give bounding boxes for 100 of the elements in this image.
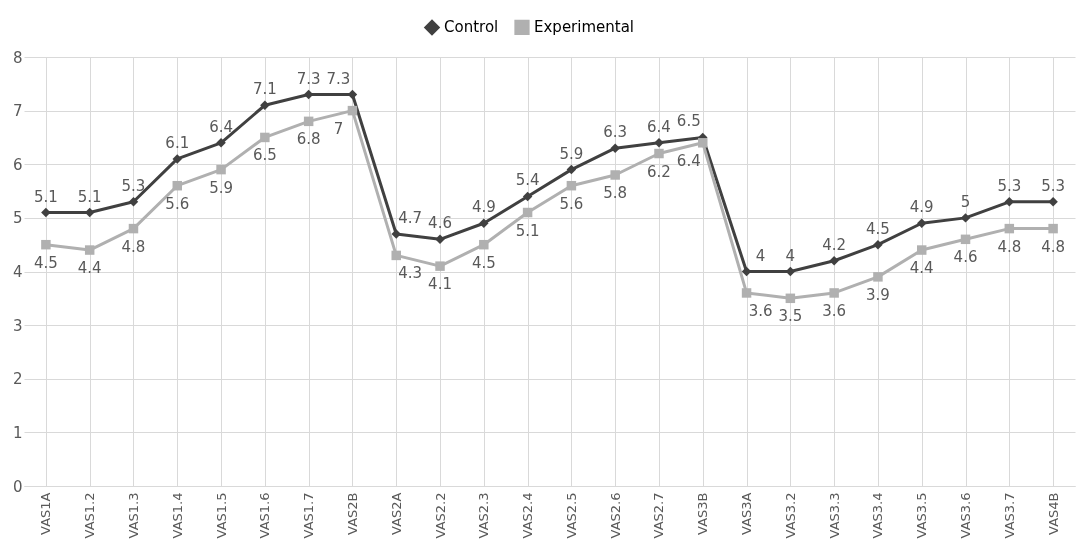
data-label: 7.3 — [326, 69, 351, 88]
x-tick-label: VAS3B — [695, 492, 711, 535]
point — [829, 256, 839, 266]
data-label: 4.6 — [953, 248, 978, 267]
data-label: 4.5 — [471, 253, 496, 272]
data-label: 4.8 — [121, 237, 146, 256]
point — [960, 234, 971, 245]
data-label: 4.4 — [77, 259, 102, 278]
x-tick-label: VAS3.4 — [870, 492, 886, 539]
point — [654, 148, 664, 159]
data-label: 4.1 — [428, 275, 452, 294]
y-tick-label: 7 — [12, 102, 23, 121]
x-tick-label: VAS3.3 — [826, 492, 842, 539]
y-tick-label: 3 — [12, 316, 23, 335]
point — [347, 105, 358, 116]
point — [785, 293, 796, 304]
x-tick-label: VAS2.6 — [607, 492, 623, 539]
x-tick-label: VAS2.3 — [476, 492, 492, 539]
point — [128, 223, 139, 234]
x-tick-label: VAS1A — [38, 492, 54, 535]
x-tick-label: VAS3A — [739, 492, 755, 535]
data-label: 5.1 — [515, 221, 540, 240]
data-label: 5.9 — [559, 144, 584, 163]
point — [873, 272, 883, 282]
data-label: 6.4 — [676, 151, 701, 170]
y-tick-label: 5 — [12, 209, 23, 228]
point — [128, 197, 139, 207]
y-tick-label: 2 — [12, 370, 23, 389]
y-tick-label: 1 — [12, 423, 23, 442]
data-label: 5.3 — [121, 176, 146, 195]
x-tick-label: VAS1.6 — [257, 492, 273, 539]
point — [172, 154, 183, 164]
data-label: 4.9 — [909, 198, 934, 217]
y-tick-label: 0 — [12, 477, 23, 496]
point — [391, 229, 401, 239]
legend-label: Control — [444, 18, 499, 37]
point — [391, 250, 401, 261]
x-tick-label: VAS1.4 — [169, 492, 185, 539]
x-tick-label: VAS3.7 — [1001, 492, 1017, 539]
data-label: 4 — [785, 246, 796, 265]
data-label: 4.4 — [909, 259, 934, 278]
x-tick-label: VAS3.2 — [782, 492, 798, 539]
data-label: 6.2 — [647, 162, 671, 181]
point — [1004, 223, 1015, 234]
x-tick-label: VAS1.2 — [82, 492, 98, 539]
point — [610, 143, 620, 153]
data-label: 7.3 — [296, 69, 321, 88]
point — [216, 164, 226, 175]
point — [1048, 197, 1058, 207]
point — [479, 239, 489, 250]
data-label: 6.1 — [165, 133, 190, 152]
x-tick-label: VAS2.7 — [651, 492, 667, 539]
data-label: 4 — [755, 246, 766, 265]
data-label: 3.6 — [822, 301, 847, 320]
data-label: 4.7 — [398, 208, 423, 227]
data-label: 5.6 — [559, 194, 584, 213]
point — [435, 234, 445, 245]
point — [1048, 223, 1058, 234]
point — [522, 191, 533, 202]
x-tick-label: VAS1.5 — [213, 492, 229, 539]
data-label: 5.4 — [515, 171, 540, 190]
x-tick-label: VAS1.3 — [125, 492, 141, 539]
point — [698, 138, 708, 148]
point — [916, 218, 927, 228]
data-label: 7.1 — [252, 80, 277, 99]
data-label: 6.5 — [676, 112, 701, 131]
data-label: 4.6 — [428, 214, 452, 233]
x-tick-label: VAS1.7 — [301, 492, 317, 539]
data-label: 4.5 — [866, 219, 890, 238]
point — [41, 239, 51, 250]
point — [435, 261, 445, 271]
data-label: 5.1 — [77, 187, 102, 206]
point — [260, 132, 270, 143]
y-tick-label: 4 — [12, 263, 23, 281]
point — [566, 164, 577, 175]
x-tick-label: VAS2.5 — [563, 492, 579, 539]
x-tick-label: VAS2A — [388, 492, 404, 535]
data-label: 4.8 — [1041, 237, 1066, 256]
point — [829, 288, 839, 298]
data-label: 7 — [333, 119, 344, 138]
point — [84, 245, 95, 255]
point — [522, 207, 533, 218]
data-label: 4.8 — [997, 237, 1022, 256]
data-label: 6.3 — [603, 123, 628, 142]
data-label: 6.4 — [209, 117, 233, 136]
point — [172, 180, 183, 191]
data-label: 5.1 — [33, 187, 58, 206]
x-tick-label: VAS3.6 — [958, 492, 974, 539]
data-label: 4.9 — [471, 198, 496, 217]
data-label: 4.5 — [33, 253, 58, 272]
point — [260, 100, 270, 111]
point — [873, 239, 883, 250]
data-label: 6.5 — [252, 146, 277, 165]
y-tick-label: 6 — [12, 155, 23, 174]
y-tick-label: 8 — [12, 48, 23, 67]
legend-label: Experimental — [534, 18, 635, 37]
point — [566, 180, 577, 191]
x-tick-label: VAS3.5 — [914, 492, 930, 539]
point — [216, 138, 226, 148]
point — [610, 170, 620, 180]
